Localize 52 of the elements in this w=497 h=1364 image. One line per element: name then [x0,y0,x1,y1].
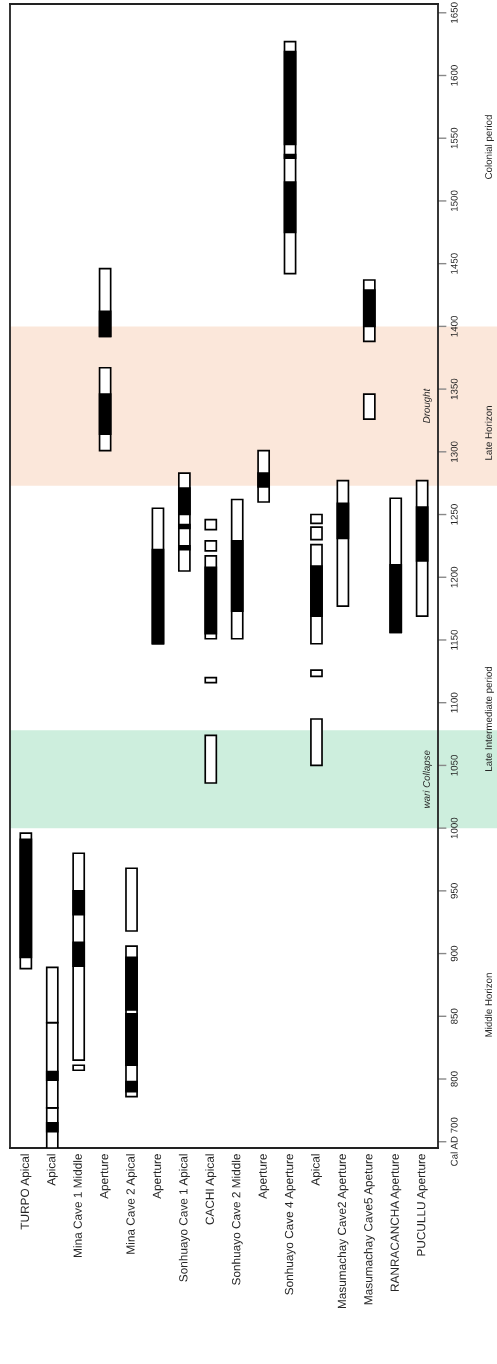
x-tick-label: RANRACANCHA Aperture [390,1154,402,1292]
y-tick-label: 1600 [450,65,458,86]
y-tick-label: 950 [450,883,458,899]
y-tick-label: 1050 [450,754,458,776]
x-tick-label: Sonhuayo Cave 1 Apical [178,1154,190,1282]
y-tick-label: 1350 [450,378,458,400]
band-label: wari Collapse [422,750,432,808]
y-tick-label: 1650 [450,2,458,23]
x-tick-label: Aperture [152,1154,164,1199]
bar [72,1064,86,1072]
y-tick-label: 1300 [450,441,458,462]
bar [204,540,218,552]
text: Middle Horizon [484,973,492,1037]
y-tick-label: 1450 [450,253,458,274]
y-tick-label: 800 [450,1071,458,1087]
bar [204,734,218,784]
y-tick-label: 1400 [450,315,458,337]
bar [310,513,323,525]
x-tick-label: Aperture [100,1154,111,1199]
x-tick-label: Mina Cave 1 Middle [73,1154,82,1257]
text: Late Intermediate period [484,666,494,771]
x-tick-label: PUCULLU Aperture [416,1154,428,1256]
x-tick-label: CACHI Apical [205,1154,217,1225]
y-tick-label: 1250 [450,504,458,525]
bar [125,867,138,932]
bar [310,526,323,541]
y-tick-label: 1550 [450,127,458,149]
x-tick-label: Sonhuayo Cave 2 Middle [231,1154,243,1285]
y-tick-label: 1200 [450,566,458,588]
bar [362,393,376,421]
y-tick-label: 1000 [450,817,458,839]
x-tick-label: Masumachay Cave2 Aperture [337,1154,349,1309]
bar [310,718,323,767]
x-tick-label: Apical [310,1154,322,1186]
band-label: Drought [422,388,432,424]
x-tick-label: Masumachay Cave5 Apeture [363,1154,375,1305]
y-tick-label: 1150 [450,629,458,650]
y-tick-label: 1100 [450,692,458,713]
x-tick-label: TURPO Apical [20,1154,32,1230]
y-tick-label: Cal AD 700 [450,1117,458,1166]
y-tick-label: 1500 [450,190,458,212]
x-tick-label: Aperture [258,1154,270,1199]
text: Colonial period [484,115,494,179]
y-tick-label: 850 [450,1008,458,1024]
x-tick-label: Sonhuayo Cave 4 Aperture [284,1154,296,1295]
bar [204,518,218,531]
x-tick-label: Apical [46,1154,58,1186]
bar [310,669,323,678]
y-tick-label: 900 [450,945,458,962]
x-tick-label: Mina Cave 2 Apical [126,1154,138,1254]
text: Late Horizon [484,406,492,460]
bar [204,676,218,684]
